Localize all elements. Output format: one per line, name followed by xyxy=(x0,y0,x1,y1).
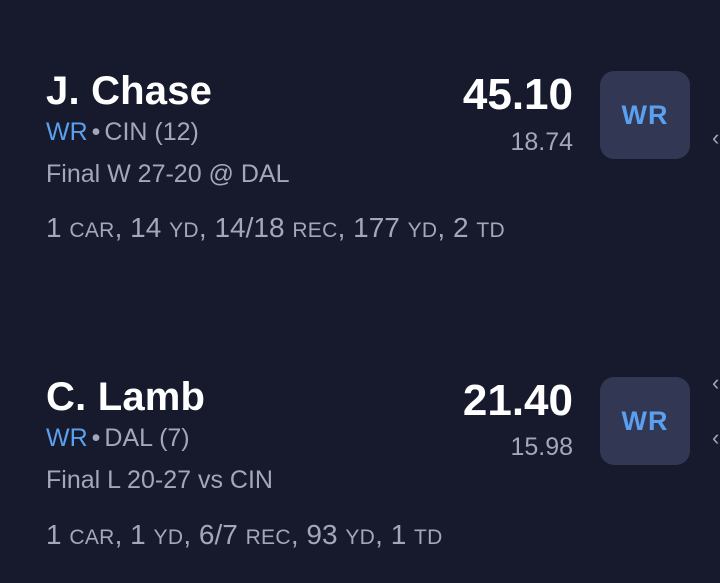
player-team: DAL (7) xyxy=(104,424,190,452)
offscreen-edge-mark: ‹ xyxy=(712,370,720,395)
player-row[interactable]: C. Lamb WR • DAL (7) Final L 20-27 vs CIN … xyxy=(0,300,720,583)
player-meta: WR • DAL (7) xyxy=(46,424,190,453)
td-value: 2 xyxy=(452,212,469,243)
car-label: CAR xyxy=(69,526,115,549)
car-yd-label: YD xyxy=(169,219,199,242)
game-result: Final W 27-20 @ DAL xyxy=(46,160,290,188)
rec-yd-value: 93 xyxy=(306,519,338,550)
fantasy-points: 45.10 xyxy=(462,70,573,119)
player-name[interactable]: J. Chase xyxy=(46,69,213,113)
position-badge-button[interactable]: WR xyxy=(600,377,690,465)
rec-yd-value: 177 xyxy=(353,212,400,243)
rec-value: 6/7 xyxy=(198,519,238,550)
offscreen-edge-mark: ‹ xyxy=(712,425,720,450)
td-label: TD xyxy=(476,219,505,242)
player-name[interactable]: C. Lamb xyxy=(46,375,206,419)
rec-label: REC xyxy=(292,219,338,242)
player-row[interactable]: J. Chase WR • CIN (12) Final W 27-20 @ DAL… xyxy=(0,0,720,300)
game-result: Final L 20-27 vs CIN xyxy=(46,466,273,494)
stat-line: 1 CAR, 14 YD, 14/18 REC, 177 YD, 2 TD xyxy=(46,212,505,243)
rec-yd-label: YD xyxy=(407,219,438,242)
car-value: 1 xyxy=(46,519,62,550)
player-team: CIN (12) xyxy=(104,118,199,146)
car-yd-value: 1 xyxy=(130,519,146,550)
separator-dot: • xyxy=(91,424,101,452)
car-yd-value: 14 xyxy=(130,212,162,243)
projected-points: 15.98 xyxy=(510,433,573,461)
player-meta: WR • CIN (12) xyxy=(46,118,199,147)
rec-yd-label: YD xyxy=(345,526,376,549)
td-label: TD xyxy=(414,526,443,549)
player-position: WR xyxy=(46,424,88,452)
car-value: 1 xyxy=(46,212,62,243)
separator-dot: • xyxy=(91,118,101,146)
rec-value: 14/18 xyxy=(214,212,285,243)
td-value: 1 xyxy=(390,519,407,550)
projected-points: 18.74 xyxy=(510,128,573,156)
position-badge-button[interactable]: WR xyxy=(600,71,690,159)
car-yd-label: YD xyxy=(153,526,184,549)
rec-label: REC xyxy=(245,526,291,549)
car-label: CAR xyxy=(69,219,115,242)
offscreen-edge-mark: ‹ xyxy=(712,125,720,150)
fantasy-points: 21.40 xyxy=(462,376,573,425)
player-position: WR xyxy=(46,118,88,146)
stat-line: 1 CAR, 1 YD, 6/7 REC, 93 YD, 1 TD xyxy=(46,519,443,550)
